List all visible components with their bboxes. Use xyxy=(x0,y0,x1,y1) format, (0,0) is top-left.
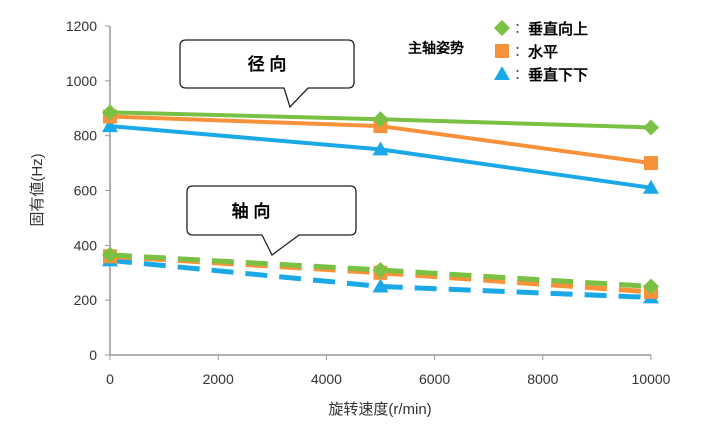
legend-label: 垂直下下 xyxy=(528,66,588,84)
legend: 主轴姿势 ：垂直向上： 水平： 垂直下下 xyxy=(408,20,588,84)
series-line xyxy=(109,253,652,295)
series-radial-triangle xyxy=(102,118,659,194)
callout-radial: 径 向 xyxy=(179,39,355,109)
axes: 0 200 400 600 800 1000 1200 0 2000 4000 6000 8000 10… xyxy=(66,18,671,387)
data-point-triangle xyxy=(372,141,389,156)
y-tick-label: 1000 xyxy=(66,73,97,89)
series-axial-diamond xyxy=(102,246,659,295)
series-line xyxy=(109,257,652,300)
x-tick-label: 6000 xyxy=(419,371,450,387)
x-tick-label: 4000 xyxy=(311,371,342,387)
data-point-diamond xyxy=(643,119,659,136)
x-tick-label: 2000 xyxy=(203,371,234,387)
callout-axial-text: 轴 向 xyxy=(232,201,271,221)
y-tick-label: 0 xyxy=(89,347,97,363)
y-tick-label: 800 xyxy=(74,128,98,144)
data-point-diamond xyxy=(102,246,118,263)
data-point-diamond xyxy=(102,104,118,121)
callout-axial: 轴 向 xyxy=(186,185,357,256)
y-tick-label: 400 xyxy=(74,237,98,253)
y-tick-label: 200 xyxy=(74,292,98,308)
series-line xyxy=(109,124,652,190)
legend-label: 水平 xyxy=(528,43,558,61)
legend-label: 垂直向上 xyxy=(528,20,588,38)
data-point-diamond xyxy=(643,278,659,295)
callout-radial-text: 径 向 xyxy=(248,54,287,74)
legend-title: 主轴姿势 xyxy=(408,40,464,56)
x-tick-label: 10000 xyxy=(632,371,671,387)
x-tick-label: 8000 xyxy=(527,371,558,387)
y-tick-label: 600 xyxy=(74,183,98,199)
series-radial-diamond xyxy=(102,104,659,136)
x-tick-label: 0 xyxy=(106,371,114,387)
legend-colon: ： xyxy=(514,66,528,82)
series-line xyxy=(109,252,652,289)
legend-marker-triangle xyxy=(494,66,510,80)
data-point-triangle xyxy=(372,278,389,293)
y-tick-label: 1200 xyxy=(66,18,97,34)
series-group xyxy=(102,104,659,304)
legend-marker-diamond xyxy=(494,20,510,36)
legend-colon: ： xyxy=(514,43,528,59)
data-point-diamond xyxy=(372,262,389,279)
legend-colon: ： xyxy=(514,20,528,36)
legend-marker-square xyxy=(495,44,509,58)
data-point-triangle xyxy=(643,179,659,194)
data-point-triangle xyxy=(102,118,118,133)
x-axis-label: 旋转速度(r/min) xyxy=(328,401,431,418)
y-axis-label: 固有値(Hz) xyxy=(29,153,46,226)
data-point-diamond xyxy=(372,111,389,128)
data-point-square xyxy=(644,156,658,171)
